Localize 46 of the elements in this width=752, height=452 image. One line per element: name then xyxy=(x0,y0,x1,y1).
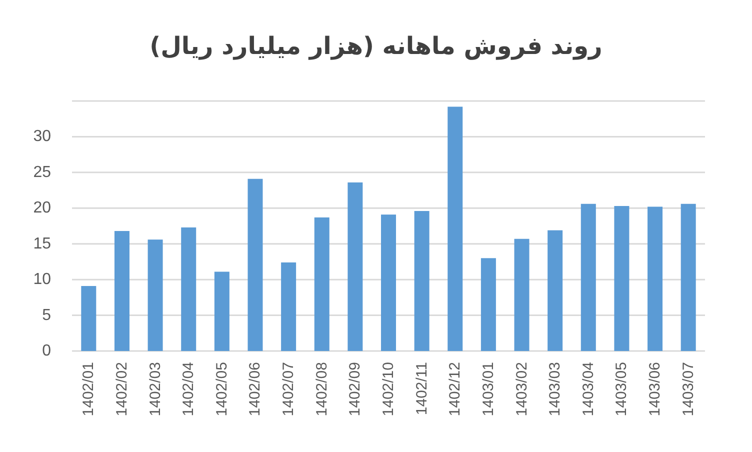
x-tick-label: 1402/09 xyxy=(346,362,364,416)
bar xyxy=(381,214,396,351)
chart-title: روند فروش ماهانه (هزار میلیارد ریال) xyxy=(150,32,602,60)
y-tick-label: 5 xyxy=(42,306,52,324)
bar xyxy=(114,231,130,351)
x-tick-label: 1403/03 xyxy=(546,362,564,416)
bar xyxy=(414,211,430,351)
y-tick-label: 15 xyxy=(33,235,52,252)
bar xyxy=(348,182,363,351)
y-tick-label: 10 xyxy=(33,271,52,288)
bar xyxy=(580,204,596,351)
bar xyxy=(480,258,496,351)
bar xyxy=(448,106,463,351)
x-tick-label: 1403/06 xyxy=(646,362,664,416)
x-tick-label: 1402/02 xyxy=(113,362,130,416)
x-tick-label: 1402/06 xyxy=(246,362,264,416)
bar xyxy=(548,230,563,351)
bar xyxy=(248,178,263,351)
bar xyxy=(181,227,196,351)
x-tick-label: 1402/08 xyxy=(313,362,330,416)
x-tick-label: 1403/02 xyxy=(513,362,530,416)
bar xyxy=(81,286,96,351)
bar xyxy=(314,217,330,351)
y-tick-label: 20 xyxy=(33,200,52,217)
x-tick-label: 1402/01 xyxy=(80,362,98,416)
x-tick-label: 1402/04 xyxy=(180,362,198,416)
bar xyxy=(680,204,696,351)
y-tick-label: 30 xyxy=(33,128,52,146)
bar xyxy=(281,262,296,351)
bar xyxy=(614,206,630,351)
bar xyxy=(148,240,163,351)
x-tick-label: 1403/07 xyxy=(680,362,697,416)
x-tick-label: 1402/07 xyxy=(280,362,298,416)
x-tick-label: 1402/03 xyxy=(146,362,164,416)
bar xyxy=(648,206,663,351)
bar xyxy=(214,272,230,351)
x-tick-label: 1403/05 xyxy=(613,362,630,416)
x-tick-label: 1402/11 xyxy=(413,362,430,416)
x-tick-label: 1402/05 xyxy=(213,362,230,416)
bar xyxy=(514,238,530,351)
x-tick-label: 1403/04 xyxy=(580,362,597,416)
x-tick-label: 1402/12 xyxy=(446,362,464,416)
x-tick-label: 1403/01 xyxy=(480,362,497,416)
x-tick-label: 1402/10 xyxy=(380,362,397,416)
y-tick-label: 0 xyxy=(42,342,52,360)
y-tick-label: 25 xyxy=(33,164,52,181)
